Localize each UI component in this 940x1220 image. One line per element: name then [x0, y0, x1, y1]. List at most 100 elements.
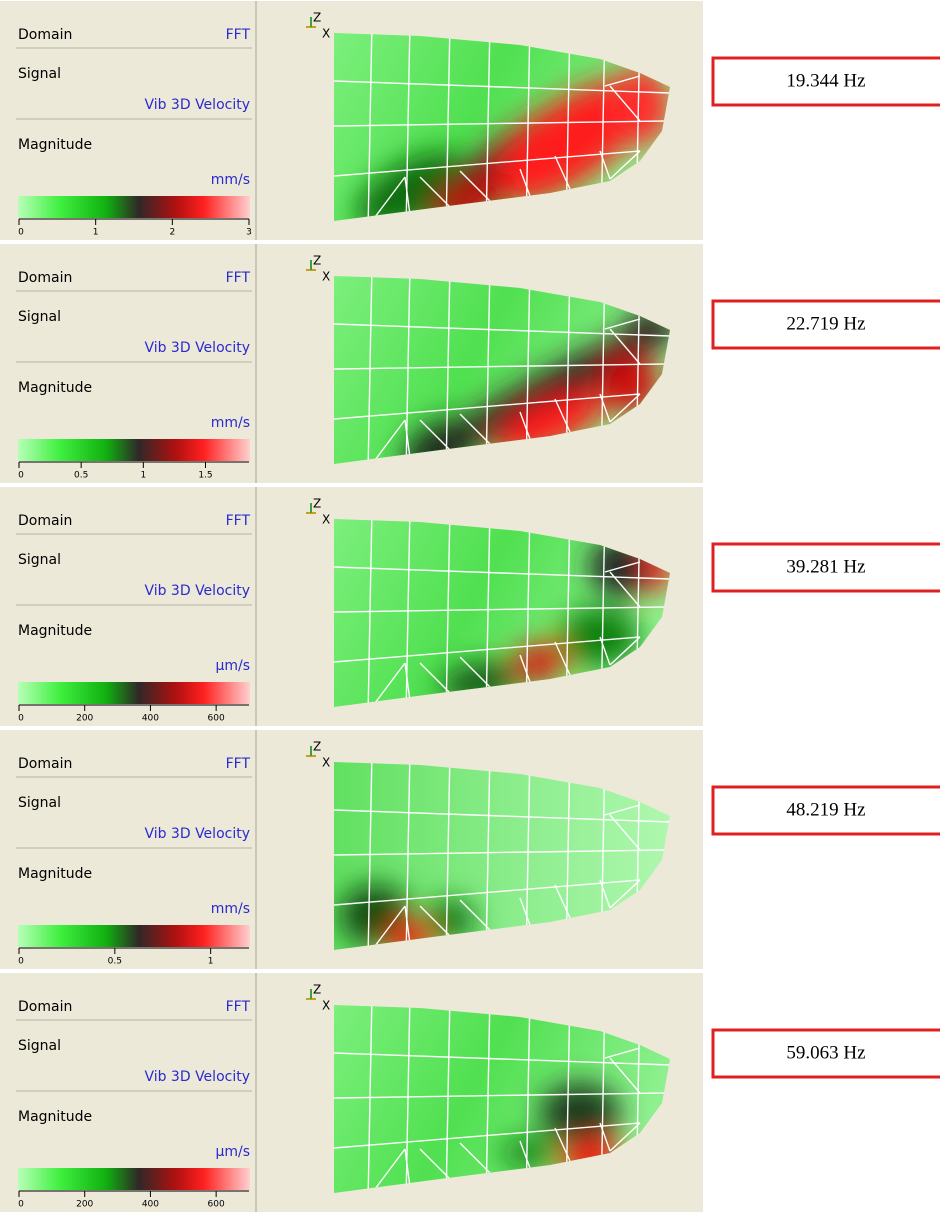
signal-label: Signal	[18, 309, 61, 325]
magnitude-label: Magnitude	[18, 1109, 92, 1125]
mesh-line	[404, 1148, 411, 1188]
mesh-line	[334, 150, 641, 177]
mesh-line	[405, 519, 411, 707]
mesh-line	[609, 814, 641, 851]
frequency-box	[711, 56, 940, 107]
heat	[356, 66, 670, 221]
mesh-line	[485, 1005, 491, 1193]
signal-value: Vib 3D Velocity	[144, 97, 250, 113]
mesh-line	[419, 419, 451, 451]
tick-label: 1	[208, 957, 214, 967]
unit: µm/s	[215, 1144, 250, 1160]
frequency-box	[711, 542, 940, 593]
domain-value: FFT	[226, 756, 251, 772]
mesh-line	[371, 419, 406, 464]
mode-shape	[334, 33, 670, 221]
tick-label: 2	[169, 228, 175, 238]
signal-label: Signal	[18, 552, 61, 568]
mesh-line	[609, 328, 641, 365]
domain-label: Domain	[18, 999, 72, 1015]
heat-spot	[356, 152, 464, 221]
mode-shape	[334, 762, 670, 950]
mesh-line	[604, 804, 641, 816]
mesh-line	[445, 519, 451, 707]
mesh-line	[609, 393, 641, 423]
mode-shape	[334, 1005, 670, 1193]
mesh-line	[445, 276, 451, 464]
mesh-line	[599, 1122, 611, 1152]
mesh-line	[604, 1047, 641, 1059]
mesh-line	[371, 905, 406, 950]
axis-z: Z	[313, 497, 321, 511]
domain-value: FFT	[226, 27, 251, 43]
mesh-line	[334, 120, 666, 127]
mesh-line	[371, 176, 406, 221]
frequency-box	[711, 1028, 940, 1079]
domain-value: FFT	[226, 270, 251, 286]
signal-label: Signal	[18, 1038, 61, 1054]
unit: mm/s	[211, 172, 250, 188]
axis-x: X	[322, 270, 330, 284]
tick-label: 600	[208, 714, 225, 724]
panel: Domain FFT Signal Vib 3D Velocity Magnitude µ…	[0, 973, 940, 1214]
mesh-line	[519, 654, 531, 683]
mesh-line	[554, 155, 571, 190]
mesh-line	[404, 419, 411, 459]
mesh-line	[599, 150, 611, 180]
mesh-line	[459, 413, 491, 445]
heat-spot	[540, 1083, 620, 1143]
signal-value: Vib 3D Velocity	[144, 826, 250, 842]
mesh-line	[405, 762, 411, 950]
color-bar	[18, 1168, 250, 1190]
axis-z: Z	[313, 983, 321, 997]
mesh-line	[609, 1122, 641, 1152]
magnitude-label: Magnitude	[18, 380, 92, 396]
color-bar	[18, 682, 250, 704]
mesh-line	[609, 879, 641, 909]
heat-spot	[492, 79, 648, 203]
frequency: 39.281 Hz	[786, 556, 865, 577]
mesh-line	[419, 905, 451, 937]
mesh-line	[334, 849, 666, 856]
mesh-line	[554, 1127, 571, 1162]
mesh-line	[404, 176, 411, 216]
mesh-line	[371, 662, 406, 707]
color-bar	[18, 439, 250, 461]
axis-x: X	[322, 27, 330, 41]
mesh-line	[519, 897, 531, 926]
tick-label: 0	[18, 1200, 24, 1210]
tick-label: 400	[142, 714, 159, 724]
mesh-line	[604, 318, 641, 330]
panel: Domain FFT Signal Vib 3D Velocity Magnitude m…	[0, 730, 940, 971]
axis-x: X	[322, 513, 330, 527]
tick-label: 600	[208, 1200, 225, 1210]
mesh-line	[599, 636, 611, 666]
panel: Domain FFT Signal Vib 3D Velocity Magnitude m…	[0, 244, 940, 485]
panel: Domain FFT Signal Vib 3D Velocity Magnitude m…	[0, 1, 940, 242]
tick-label: 200	[76, 714, 93, 724]
axis-z: Z	[313, 11, 321, 25]
mesh-line	[405, 276, 411, 464]
mesh-line	[604, 561, 641, 573]
axis-z: Z	[313, 254, 321, 268]
mesh-line	[604, 75, 641, 87]
frequency: 19.344 Hz	[786, 70, 865, 91]
magnitude-label: Magnitude	[18, 623, 92, 639]
mesh-line	[459, 1142, 491, 1174]
mesh-line	[459, 170, 491, 202]
tick-label: 0	[18, 228, 24, 238]
mesh-line	[445, 33, 451, 221]
mesh-line	[334, 393, 641, 420]
mesh-line	[419, 176, 451, 208]
heat-spot	[436, 316, 670, 452]
frequency: 22.719 Hz	[786, 313, 865, 334]
axis-x: X	[322, 756, 330, 770]
mesh-line	[371, 1148, 406, 1193]
frequency-box	[711, 785, 940, 836]
tick-label: 200	[76, 1200, 93, 1210]
mesh-line	[554, 884, 571, 919]
mesh-line	[599, 393, 611, 423]
frequency-box	[711, 299, 940, 350]
signal-value: Vib 3D Velocity	[144, 583, 250, 599]
